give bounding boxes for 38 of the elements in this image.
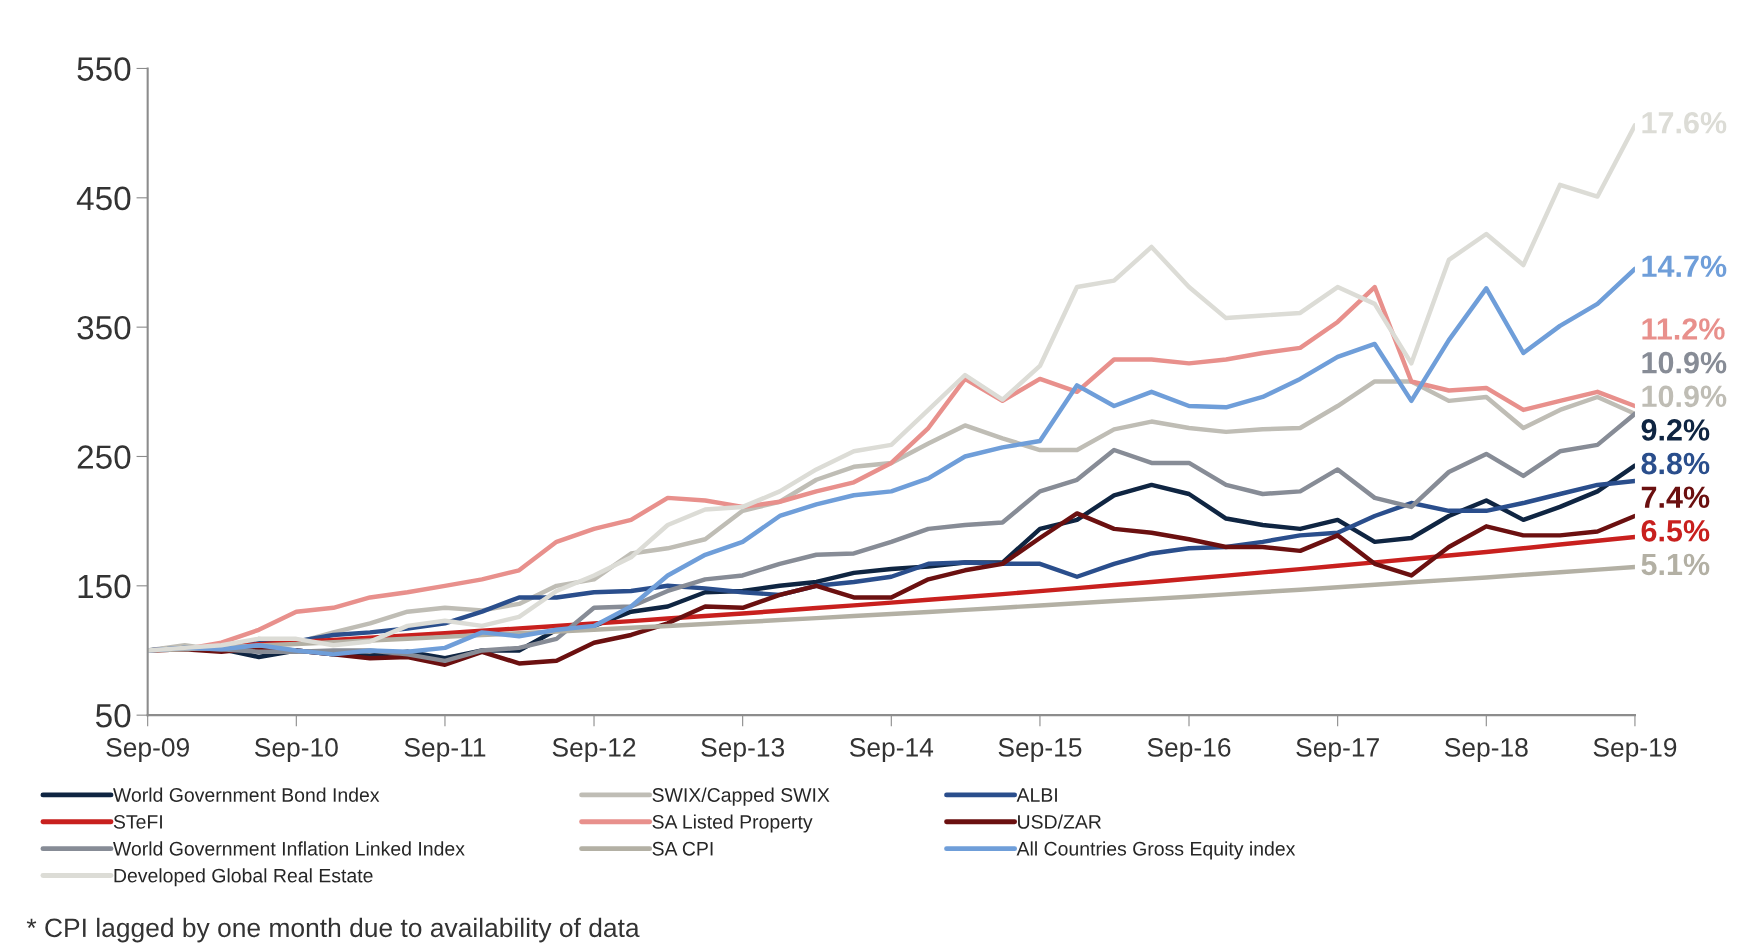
text: 11.2% <box>1642 318 1725 340</box>
y-tick-label: 150 <box>78 574 131 599</box>
legend-label: World Government Bond Index <box>113 787 380 802</box>
line-series <box>147 123 1635 653</box>
text: 8.8% <box>1641 452 1710 475</box>
x-tick-label: Sep-13 <box>701 738 785 762</box>
x-tick-label: Sep-19 <box>1593 738 1677 762</box>
x-tick-label: Sep-10 <box>254 738 338 762</box>
text: 7.4% <box>1641 486 1710 508</box>
x-tick-label: Sep-15 <box>998 738 1082 762</box>
text: * CPI lagged by one month due to availability of data <box>26 917 640 943</box>
x-tick-label: Sep-09 <box>106 738 189 762</box>
y-tick-label: 250 <box>77 445 131 469</box>
text: 10.9% <box>1642 351 1727 374</box>
x-tick-label: Sep-14 <box>849 738 934 762</box>
legend-label: All Countries Gross Equity index <box>1016 841 1296 860</box>
text: 5.1% <box>1641 553 1710 576</box>
legend-label: USD/ZAR <box>1018 814 1101 829</box>
y-tick-label: 450 <box>76 186 131 211</box>
x-tick-label: Sep-11 <box>404 738 486 762</box>
text: 10.9% <box>1642 385 1727 408</box>
legend-label: SWIX/Capped SWIX <box>652 787 830 806</box>
legend-label: SA Listed Property <box>652 814 813 833</box>
x-tick-label: Sep-12 <box>552 738 636 762</box>
x-tick-label: Sep-17 <box>1296 738 1379 762</box>
legend-label: World Government Inflation Linked Index <box>113 841 465 856</box>
x-tick-label: Sep-18 <box>1444 738 1528 762</box>
legend-label: SA CPI <box>652 841 713 856</box>
text: 9.2% <box>1641 419 1710 441</box>
x-tick-label: Sep-16 <box>1147 738 1231 762</box>
legend-label: ALBI <box>1016 788 1057 802</box>
text: 14.7% <box>1642 255 1727 278</box>
legend-label: STeFI <box>113 814 162 829</box>
y-tick-label: 350 <box>77 315 131 340</box>
text: 6.5% <box>1641 520 1710 542</box>
legend-label: Developed Global Real Estate <box>114 868 373 887</box>
y-tick-label: 50 <box>95 703 131 728</box>
y-tick-label: 550 <box>77 57 131 81</box>
